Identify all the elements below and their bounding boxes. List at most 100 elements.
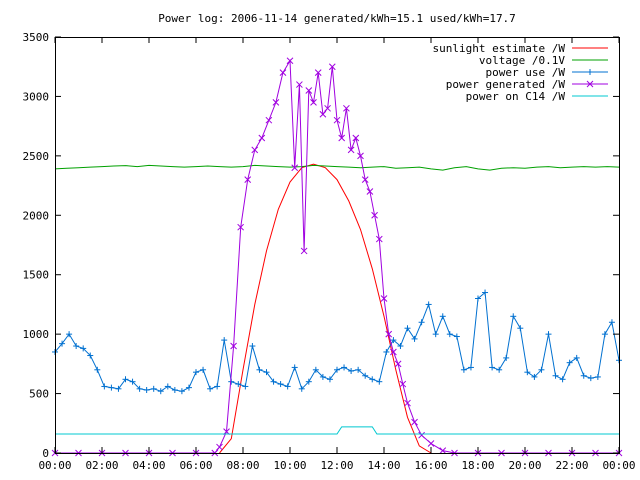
data-point	[296, 81, 303, 88]
data-point	[258, 134, 266, 142]
legend-item-sunlight-estimate-w: sunlight estimate /W	[433, 42, 608, 55]
data-point	[270, 378, 277, 385]
data-point	[496, 366, 503, 373]
data-point	[319, 110, 327, 118]
data-point	[101, 383, 108, 390]
data-point	[272, 99, 280, 106]
data-point	[136, 385, 143, 392]
x-tick-label: 02:00	[85, 459, 118, 472]
legend-label: voltage /0.1V	[479, 54, 565, 67]
x-tick-label: 12:00	[320, 459, 353, 472]
series-power-on-c14-w	[55, 426, 619, 435]
x-tick-label: 22:00	[555, 459, 588, 472]
data-point	[310, 99, 317, 106]
x-tick-label: 16:00	[414, 459, 447, 472]
data-point	[385, 330, 393, 338]
data-point	[333, 116, 341, 124]
data-point	[305, 378, 312, 385]
data-point	[594, 373, 601, 380]
data-point	[157, 388, 164, 395]
data-point	[284, 383, 291, 390]
data-point	[94, 366, 101, 373]
data-point	[397, 343, 404, 350]
data-point	[319, 373, 326, 380]
data-point	[587, 375, 594, 382]
y-tick-label: 3000	[23, 90, 50, 103]
data-point	[427, 440, 435, 447]
data-point	[251, 146, 259, 154]
y-tick-label: 500	[29, 388, 49, 401]
data-point	[390, 348, 397, 356]
data-point	[298, 385, 305, 392]
y-tick-label: 1500	[23, 269, 50, 282]
legend-item-voltage-0-1v: voltage /0.1V	[479, 54, 608, 67]
x-tick-label: 14:00	[367, 459, 400, 472]
data-point	[524, 369, 531, 376]
data-point	[171, 387, 178, 394]
x-tick-label: 18:00	[461, 459, 494, 472]
data-point	[214, 383, 221, 390]
x-tick-label: 10:00	[273, 459, 306, 472]
data-point	[265, 116, 273, 124]
data-point	[446, 331, 453, 338]
x-tick-label: 00:00	[602, 459, 635, 472]
data-point	[207, 385, 214, 392]
data-point	[326, 376, 333, 383]
data-point	[376, 378, 383, 385]
data-point	[237, 223, 245, 231]
series-layer	[51, 57, 623, 457]
series-line	[54, 164, 620, 171]
x-tick-label: 06:00	[179, 459, 212, 472]
x-tick-label: 04:00	[132, 459, 165, 472]
legend-item-power-on-c14-w: power on C14 /W	[466, 90, 608, 103]
data-point	[244, 176, 252, 183]
data-point	[552, 372, 559, 379]
x-tick-label: 08:00	[226, 459, 259, 472]
data-point	[178, 388, 185, 395]
data-point	[531, 373, 538, 380]
y-tick-label: 0	[42, 447, 49, 460]
x-tick-label: 20:00	[508, 459, 541, 472]
y-tick-label: 1000	[23, 328, 50, 341]
legend-label: power use /W	[486, 66, 566, 79]
data-point	[601, 331, 608, 338]
data-point	[87, 352, 94, 359]
data-point	[300, 247, 308, 255]
data-point	[256, 366, 263, 373]
legend-item-power-generated-w: power generated /W	[446, 78, 608, 91]
data-point	[404, 325, 411, 332]
data-point	[334, 366, 340, 373]
data-point	[383, 348, 390, 355]
data-point	[460, 366, 467, 373]
data-point	[324, 104, 331, 112]
data-point	[559, 376, 566, 383]
data-point	[545, 331, 552, 338]
data-point	[341, 364, 348, 371]
data-point	[411, 418, 418, 426]
data-point	[366, 188, 374, 195]
data-point	[361, 176, 369, 183]
data-point	[352, 134, 360, 142]
data-point	[399, 380, 407, 388]
data-point	[517, 325, 524, 332]
data-point	[129, 378, 136, 385]
series-power-generated-w	[51, 57, 623, 457]
data-point	[453, 333, 460, 340]
data-point	[249, 343, 256, 350]
data-point	[279, 69, 287, 77]
x-tick-label: 00:00	[38, 459, 71, 472]
data-point	[475, 295, 481, 302]
data-point	[380, 295, 388, 302]
data-point	[404, 399, 411, 407]
data-point	[291, 164, 299, 172]
data-point	[108, 384, 115, 391]
data-point	[347, 146, 355, 154]
data-point	[80, 345, 87, 352]
data-point	[439, 313, 446, 320]
series-line	[55, 426, 619, 435]
data-point	[216, 443, 223, 451]
data-point	[566, 359, 573, 366]
chart-title: Power log: 2006-11-14 generated/kWh=15.1…	[158, 12, 516, 25]
data-point	[235, 381, 242, 388]
